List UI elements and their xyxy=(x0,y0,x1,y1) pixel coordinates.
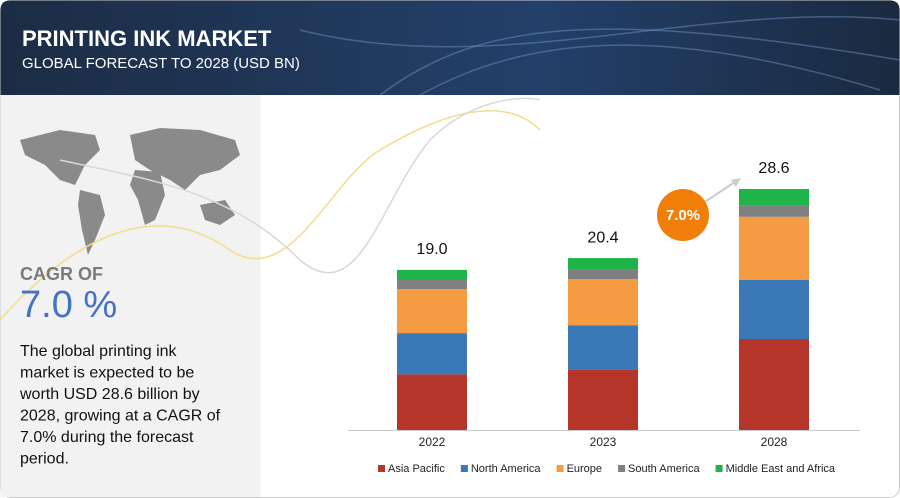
total-label: 19.0 xyxy=(416,241,447,258)
bar-segment xyxy=(739,338,809,430)
description-line: worth USD 28.6 billion by xyxy=(19,386,200,403)
x-tick-label: 2028 xyxy=(761,435,788,449)
bar-segment xyxy=(739,189,809,206)
bar-segment xyxy=(568,258,638,270)
legend-label: North America xyxy=(471,463,542,475)
legend-label: South America xyxy=(628,463,700,475)
description-line: market is expected to be xyxy=(20,365,194,382)
legend-label: Europe xyxy=(567,463,602,475)
legend-swatch xyxy=(378,465,385,472)
cagr-label: CAGR OF xyxy=(20,264,103,284)
cagr-value: 7.0 % xyxy=(20,284,117,326)
total-label: 28.6 xyxy=(758,160,789,177)
header-band xyxy=(0,0,900,95)
legend-label: Middle East and Africa xyxy=(726,463,836,475)
legend-swatch xyxy=(618,465,626,472)
bar-segment xyxy=(739,205,809,217)
header-decor xyxy=(299,15,900,96)
bar-segment xyxy=(397,280,467,290)
total-label: 20.4 xyxy=(587,229,618,246)
bar-segment xyxy=(568,279,638,326)
bar-segment xyxy=(739,216,809,281)
world-map xyxy=(20,128,240,255)
description-line: 2028, growing at a CAGR of xyxy=(20,408,221,425)
legend-label: Asia Pacific xyxy=(388,463,445,475)
description-line: 7.0% during the forecast xyxy=(20,429,194,446)
legend-swatch xyxy=(556,465,564,472)
bar-segment xyxy=(397,374,467,430)
bar-segment xyxy=(568,269,638,280)
title: PRINTING INK MARKET xyxy=(22,26,272,51)
legend-swatch xyxy=(715,465,723,472)
bar-segment xyxy=(397,333,467,375)
subtitle: GLOBAL FORECAST TO 2028 (USD BN) xyxy=(22,55,300,72)
decor-curves xyxy=(0,97,541,321)
description-line: The global printing ink xyxy=(20,343,178,360)
arrow-head xyxy=(731,178,741,187)
legend-swatch xyxy=(460,465,468,472)
x-tick-label: 2023 xyxy=(590,435,617,449)
bar-segment xyxy=(568,325,638,370)
annotation-arrow xyxy=(699,179,739,206)
description: The global printing ink market is expecte… xyxy=(19,343,221,468)
annotation: 7.0% xyxy=(666,207,700,224)
bar-segment xyxy=(739,280,809,339)
bar-segment xyxy=(397,269,467,281)
x-tick-label: 2022 xyxy=(419,435,446,449)
chart: 19.0 2022 20.4 2023 28.6 2028 7.0% Asia Pacific… xyxy=(378,160,836,475)
description-line: period. xyxy=(20,451,69,468)
bar-segment xyxy=(397,289,467,334)
bar-segment xyxy=(568,369,638,430)
annotation-bubble xyxy=(657,189,709,241)
